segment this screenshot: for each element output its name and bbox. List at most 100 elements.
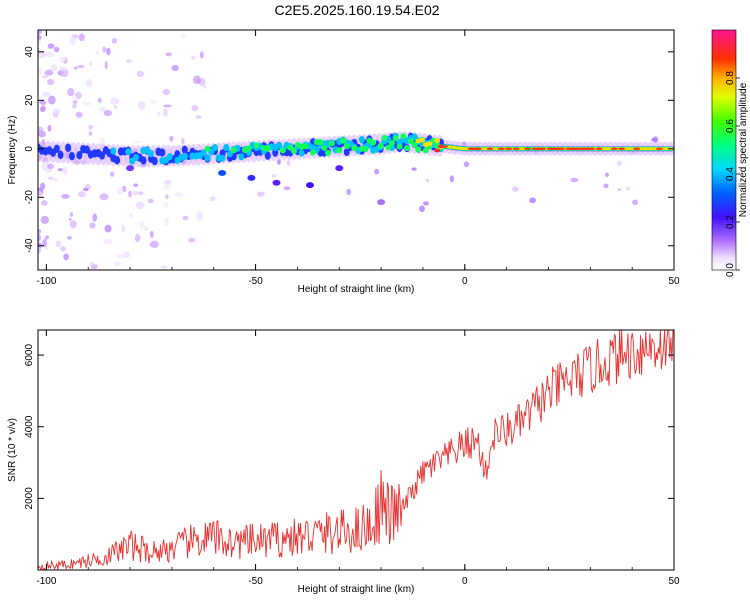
spectrogram-noise-blob bbox=[180, 33, 186, 39]
spectrogram-noise-blob bbox=[74, 91, 83, 99]
chart-title: C2E5.2025.160.19.54.E02 bbox=[274, 2, 440, 18]
spectrogram-noise-blob bbox=[98, 106, 107, 112]
snr-panel: -100 -50 0 50 2000 4000 6000 Height of straig… bbox=[7, 329, 680, 595]
spectrogram-y-ticks: -40 -20 0 20 40 bbox=[24, 46, 674, 253]
spectrogram-noise-blob bbox=[134, 233, 141, 243]
spectrogram-noise-blob bbox=[95, 50, 100, 55]
spectrogram-noise-blob bbox=[605, 172, 610, 178]
spectrogram-noise-blob bbox=[133, 183, 139, 187]
spectrogram-noise-blob bbox=[512, 186, 519, 192]
spectrogram-ridge-blob bbox=[505, 147, 513, 150]
spectrogram-ridge-blob bbox=[558, 147, 565, 150]
spectrogram-noise-blob bbox=[137, 191, 144, 196]
spectrogram-noise-blob bbox=[174, 192, 184, 198]
spectrogram-ridge-blob bbox=[396, 143, 403, 150]
spectrogram-noise-blob bbox=[171, 65, 179, 72]
spectrogram-noise-blob bbox=[286, 159, 291, 167]
spectrogram-detached-blob bbox=[335, 165, 344, 172]
spectrogram-ridge-blob bbox=[362, 146, 369, 153]
spectrogram-noise-blob bbox=[181, 138, 185, 145]
snr-x-tick-label: -100 bbox=[36, 576, 56, 587]
spectrogram-noise-blob bbox=[48, 176, 54, 180]
spectrogram-ridge-blob bbox=[230, 147, 237, 154]
spectrogram-noise-blob bbox=[199, 51, 204, 59]
spectrogram-noise-blob bbox=[38, 233, 41, 242]
spectrogram-ridge-blob bbox=[223, 143, 230, 152]
spectrogram-noise-blob bbox=[632, 199, 638, 206]
spectrogram-noise-blob bbox=[77, 64, 85, 69]
colorbar-tick-label: 0.4 bbox=[725, 167, 736, 181]
spectrogram-noise-blob bbox=[59, 66, 68, 71]
spectrogram-noise-blob bbox=[61, 194, 70, 199]
snr-y-tick-label: 2000 bbox=[24, 487, 35, 510]
spectrogram-noise-blob bbox=[63, 253, 69, 261]
spectrogram-ridge-blob bbox=[400, 133, 407, 140]
snr-x-tick-label: -50 bbox=[248, 576, 263, 587]
spectrogram-ridge-blob bbox=[411, 141, 418, 148]
spectrogram-noise-blob bbox=[625, 186, 631, 191]
spectrogram-ridge-blob bbox=[151, 156, 158, 166]
spectrogram-detached-blob bbox=[377, 199, 386, 206]
spectrogram-noise-blob bbox=[121, 224, 126, 233]
spectrogram-noise-blob bbox=[150, 240, 159, 249]
spectrogram-y-tick-label: -40 bbox=[24, 238, 35, 253]
spectrogram-noise-blob bbox=[133, 140, 142, 144]
spectrogram-ridge-blob bbox=[76, 151, 83, 160]
spectrogram-ridge-blob bbox=[336, 147, 343, 154]
spectrogram-noise-blob bbox=[423, 201, 429, 206]
spectrogram-ridge-blob bbox=[291, 148, 298, 155]
spectrogram-noise-blob bbox=[113, 105, 118, 109]
spectrogram-noise-blob bbox=[103, 238, 113, 245]
spectrogram-noise-blob bbox=[72, 103, 77, 109]
spectrogram-noise-blob bbox=[165, 194, 169, 200]
snr-y-axis-label: SNR (10 * v/v) bbox=[7, 418, 18, 482]
spectrogram-noise-blob bbox=[256, 191, 265, 197]
spectrogram-noise-blob bbox=[67, 87, 75, 97]
spectrogram-ridge-blob bbox=[539, 147, 547, 150]
spectrogram-noise-blob bbox=[374, 168, 380, 175]
colorbar-label: Normalized spectral amplitude bbox=[738, 82, 749, 217]
spectrogram-noise-blob bbox=[69, 220, 77, 229]
spectrogram-noise-blob bbox=[163, 184, 170, 190]
colorbar-tick-label: 0.2 bbox=[725, 215, 736, 229]
spectrogram-noise-blob bbox=[52, 108, 61, 115]
spectrogram-noise-blob bbox=[38, 190, 43, 196]
spectrogram-ridge-blob bbox=[351, 145, 358, 152]
spectrogram-noise-blob bbox=[137, 100, 146, 110]
spectrogram-noise-blob bbox=[73, 66, 78, 70]
spectrogram-noise-blob bbox=[147, 198, 154, 204]
spectrogram-detached-blob bbox=[247, 174, 256, 181]
spectrogram-ridge-blob bbox=[358, 136, 365, 144]
colorbar-tick-label: 0.6 bbox=[725, 119, 736, 133]
spectrogram-ridge-blob bbox=[441, 145, 449, 148]
spectrogram-ridge-blob bbox=[204, 154, 211, 162]
spectrogram-noise-blob bbox=[109, 171, 115, 177]
spectrogram-ridge-blob bbox=[343, 147, 350, 157]
spectrogram-ridge-blob bbox=[437, 144, 444, 149]
spectrogram-noise-blob bbox=[106, 47, 111, 56]
spectrogram-marks bbox=[38, 30, 674, 270]
spectrogram-noise-blob bbox=[163, 108, 168, 118]
spectrogram-noise-blob bbox=[41, 200, 48, 206]
spectrogram-noise-blob bbox=[89, 61, 93, 66]
spectrogram-noise-blob bbox=[162, 88, 171, 96]
spectrogram-ridge-blob bbox=[264, 151, 271, 160]
colorbar-tick-label: 0.0 bbox=[725, 263, 736, 277]
spectrogram-noise-blob bbox=[114, 261, 121, 267]
spectrogram-noise-blob bbox=[82, 187, 89, 192]
spectrogram-noise-blob bbox=[163, 104, 172, 108]
spectrogram-ridge-blob bbox=[434, 148, 441, 153]
spectrogram-ridge-blob bbox=[200, 149, 207, 157]
spectrogram-noise-blob bbox=[38, 34, 42, 41]
spectrogram-ridge-blob bbox=[159, 148, 166, 157]
spectrogram-noise-blob bbox=[89, 222, 96, 229]
spectrogram-noise-blob bbox=[52, 177, 58, 182]
spectrogram-ridge-blob bbox=[388, 140, 395, 147]
spectrogram-ridge-blob bbox=[211, 144, 218, 152]
snr-x-tick-label: 0 bbox=[462, 576, 468, 587]
spectrogram-detached-blob bbox=[218, 170, 227, 177]
spectrogram-noise-blob bbox=[346, 188, 352, 196]
spectrogram-ridge-blob bbox=[407, 138, 414, 145]
snr-series-line bbox=[38, 330, 674, 570]
spectrogram-noise-blob bbox=[411, 167, 417, 171]
